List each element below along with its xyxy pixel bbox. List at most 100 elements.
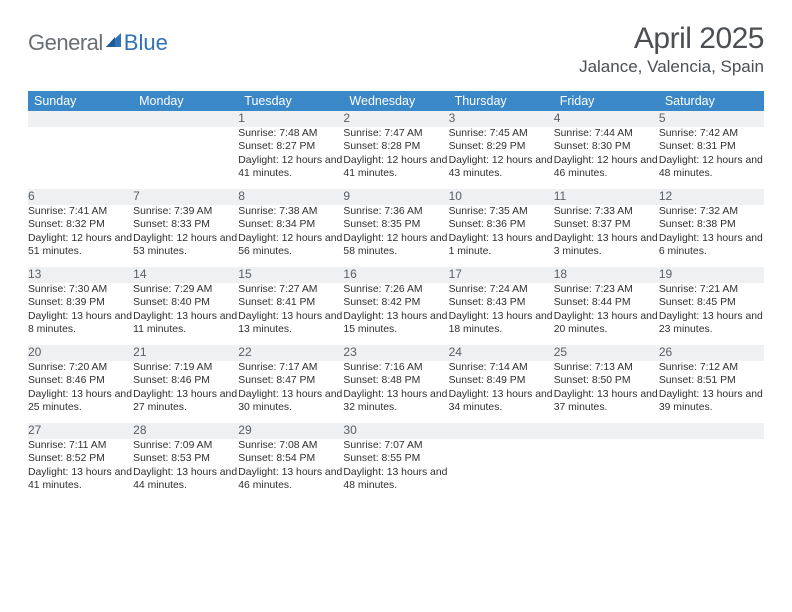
daylight-line: Daylight: 13 hours and 25 minutes. bbox=[28, 388, 133, 415]
day-cell: Sunrise: 7:23 AMSunset: 8:44 PMDaylight:… bbox=[554, 283, 659, 345]
sunset-line: Sunset: 8:34 PM bbox=[238, 218, 343, 231]
sunrise-line: Sunrise: 7:30 AM bbox=[28, 283, 133, 296]
sunrise-line: Sunrise: 7:33 AM bbox=[554, 205, 659, 218]
daynum-row: 13141516171819 bbox=[28, 267, 764, 283]
sunrise-line: Sunrise: 7:07 AM bbox=[343, 439, 448, 452]
daylight-line: Daylight: 12 hours and 46 minutes. bbox=[554, 154, 659, 181]
location-text: Jalance, Valencia, Spain bbox=[579, 57, 764, 77]
day-cell: Sunrise: 7:33 AMSunset: 8:37 PMDaylight:… bbox=[554, 205, 659, 267]
sunset-line: Sunset: 8:40 PM bbox=[133, 296, 238, 309]
empty-day-cell bbox=[28, 127, 133, 189]
daylight-line: Daylight: 13 hours and 39 minutes. bbox=[659, 388, 764, 415]
daylight-line: Daylight: 13 hours and 13 minutes. bbox=[238, 310, 343, 337]
sunrise-line: Sunrise: 7:45 AM bbox=[449, 127, 554, 140]
day-cell: Sunrise: 7:39 AMSunset: 8:33 PMDaylight:… bbox=[133, 205, 238, 267]
day-cell: Sunrise: 7:20 AMSunset: 8:46 PMDaylight:… bbox=[28, 361, 133, 423]
calendar-page: General Blue April 2025 Jalance, Valenci… bbox=[0, 0, 792, 501]
day-cell: Sunrise: 7:42 AMSunset: 8:31 PMDaylight:… bbox=[659, 127, 764, 189]
day-cell: Sunrise: 7:30 AMSunset: 8:39 PMDaylight:… bbox=[28, 283, 133, 345]
day-number-cell: 17 bbox=[449, 267, 554, 283]
day-cell: Sunrise: 7:13 AMSunset: 8:50 PMDaylight:… bbox=[554, 361, 659, 423]
day-number-cell: 5 bbox=[659, 111, 764, 127]
sunset-line: Sunset: 8:48 PM bbox=[343, 374, 448, 387]
day-cell: Sunrise: 7:21 AMSunset: 8:45 PMDaylight:… bbox=[659, 283, 764, 345]
empty-day-cell bbox=[133, 127, 238, 189]
sunset-line: Sunset: 8:46 PM bbox=[133, 374, 238, 387]
day-number-cell: 14 bbox=[133, 267, 238, 283]
sunset-line: Sunset: 8:37 PM bbox=[554, 218, 659, 231]
day-cell: Sunrise: 7:26 AMSunset: 8:42 PMDaylight:… bbox=[343, 283, 448, 345]
sunset-line: Sunset: 8:42 PM bbox=[343, 296, 448, 309]
sunset-line: Sunset: 8:54 PM bbox=[238, 452, 343, 465]
sunrise-line: Sunrise: 7:12 AM bbox=[659, 361, 764, 374]
daylight-line: Daylight: 13 hours and 48 minutes. bbox=[343, 466, 448, 493]
daylight-line: Daylight: 13 hours and 37 minutes. bbox=[554, 388, 659, 415]
daylight-line: Daylight: 13 hours and 30 minutes. bbox=[238, 388, 343, 415]
daynum-row: 27282930 bbox=[28, 423, 764, 439]
day-cell: Sunrise: 7:32 AMSunset: 8:38 PMDaylight:… bbox=[659, 205, 764, 267]
empty-day-cell bbox=[659, 439, 764, 501]
sunrise-line: Sunrise: 7:38 AM bbox=[238, 205, 343, 218]
daylight-line: Daylight: 13 hours and 1 minute. bbox=[449, 232, 554, 259]
daylight-line: Daylight: 13 hours and 44 minutes. bbox=[133, 466, 238, 493]
sunrise-line: Sunrise: 7:36 AM bbox=[343, 205, 448, 218]
sunrise-line: Sunrise: 7:11 AM bbox=[28, 439, 133, 452]
sunrise-line: Sunrise: 7:17 AM bbox=[238, 361, 343, 374]
sunrise-line: Sunrise: 7:26 AM bbox=[343, 283, 448, 296]
day-number-cell: 20 bbox=[28, 345, 133, 361]
daynum-row: 12345 bbox=[28, 111, 764, 127]
sunset-line: Sunset: 8:27 PM bbox=[238, 140, 343, 153]
sunrise-line: Sunrise: 7:08 AM bbox=[238, 439, 343, 452]
day-cell: Sunrise: 7:47 AMSunset: 8:28 PMDaylight:… bbox=[343, 127, 448, 189]
day-number-cell: 12 bbox=[659, 189, 764, 205]
sunset-line: Sunset: 8:39 PM bbox=[28, 296, 133, 309]
sunrise-line: Sunrise: 7:21 AM bbox=[659, 283, 764, 296]
weekday-header: Saturday bbox=[659, 91, 764, 111]
day-number-cell: 15 bbox=[238, 267, 343, 283]
sunrise-line: Sunrise: 7:19 AM bbox=[133, 361, 238, 374]
sunrise-line: Sunrise: 7:16 AM bbox=[343, 361, 448, 374]
brand-logo: General Blue bbox=[28, 22, 168, 56]
daylight-line: Daylight: 13 hours and 3 minutes. bbox=[554, 232, 659, 259]
day-cell: Sunrise: 7:38 AMSunset: 8:34 PMDaylight:… bbox=[238, 205, 343, 267]
sunset-line: Sunset: 8:44 PM bbox=[554, 296, 659, 309]
day-cell: Sunrise: 7:36 AMSunset: 8:35 PMDaylight:… bbox=[343, 205, 448, 267]
sunset-line: Sunset: 8:31 PM bbox=[659, 140, 764, 153]
daylight-line: Daylight: 13 hours and 41 minutes. bbox=[28, 466, 133, 493]
day-number-cell: 28 bbox=[133, 423, 238, 439]
sunrise-line: Sunrise: 7:23 AM bbox=[554, 283, 659, 296]
daylight-line: Daylight: 13 hours and 18 minutes. bbox=[449, 310, 554, 337]
day-number-cell: 6 bbox=[28, 189, 133, 205]
day-cell: Sunrise: 7:07 AMSunset: 8:55 PMDaylight:… bbox=[343, 439, 448, 501]
sunset-line: Sunset: 8:28 PM bbox=[343, 140, 448, 153]
weekday-header: Monday bbox=[133, 91, 238, 111]
day-number-cell: 22 bbox=[238, 345, 343, 361]
day-number-cell: 10 bbox=[449, 189, 554, 205]
day-cell: Sunrise: 7:14 AMSunset: 8:49 PMDaylight:… bbox=[449, 361, 554, 423]
day-number-cell: 4 bbox=[554, 111, 659, 127]
weekday-header: Friday bbox=[554, 91, 659, 111]
brand-text-gray: General bbox=[28, 30, 103, 56]
day-number-cell: 1 bbox=[238, 111, 343, 127]
day-number-cell: 13 bbox=[28, 267, 133, 283]
daylight-line: Daylight: 12 hours and 41 minutes. bbox=[238, 154, 343, 181]
day-cell: Sunrise: 7:48 AMSunset: 8:27 PMDaylight:… bbox=[238, 127, 343, 189]
empty-daynum-cell bbox=[659, 423, 764, 439]
day-number-cell: 16 bbox=[343, 267, 448, 283]
day-number-cell: 18 bbox=[554, 267, 659, 283]
daylight-line: Daylight: 12 hours and 51 minutes. bbox=[28, 232, 133, 259]
sunset-line: Sunset: 8:51 PM bbox=[659, 374, 764, 387]
day-cell: Sunrise: 7:27 AMSunset: 8:41 PMDaylight:… bbox=[238, 283, 343, 345]
sunset-line: Sunset: 8:30 PM bbox=[554, 140, 659, 153]
day-cell: Sunrise: 7:16 AMSunset: 8:48 PMDaylight:… bbox=[343, 361, 448, 423]
day-cell: Sunrise: 7:19 AMSunset: 8:46 PMDaylight:… bbox=[133, 361, 238, 423]
topbar: General Blue April 2025 Jalance, Valenci… bbox=[28, 22, 764, 77]
sunrise-line: Sunrise: 7:35 AM bbox=[449, 205, 554, 218]
sunrise-line: Sunrise: 7:32 AM bbox=[659, 205, 764, 218]
daylight-line: Daylight: 13 hours and 8 minutes. bbox=[28, 310, 133, 337]
daylight-line: Daylight: 13 hours and 34 minutes. bbox=[449, 388, 554, 415]
day-number-cell: 9 bbox=[343, 189, 448, 205]
day-content-row: Sunrise: 7:48 AMSunset: 8:27 PMDaylight:… bbox=[28, 127, 764, 189]
daylight-line: Daylight: 13 hours and 15 minutes. bbox=[343, 310, 448, 337]
day-cell: Sunrise: 7:17 AMSunset: 8:47 PMDaylight:… bbox=[238, 361, 343, 423]
